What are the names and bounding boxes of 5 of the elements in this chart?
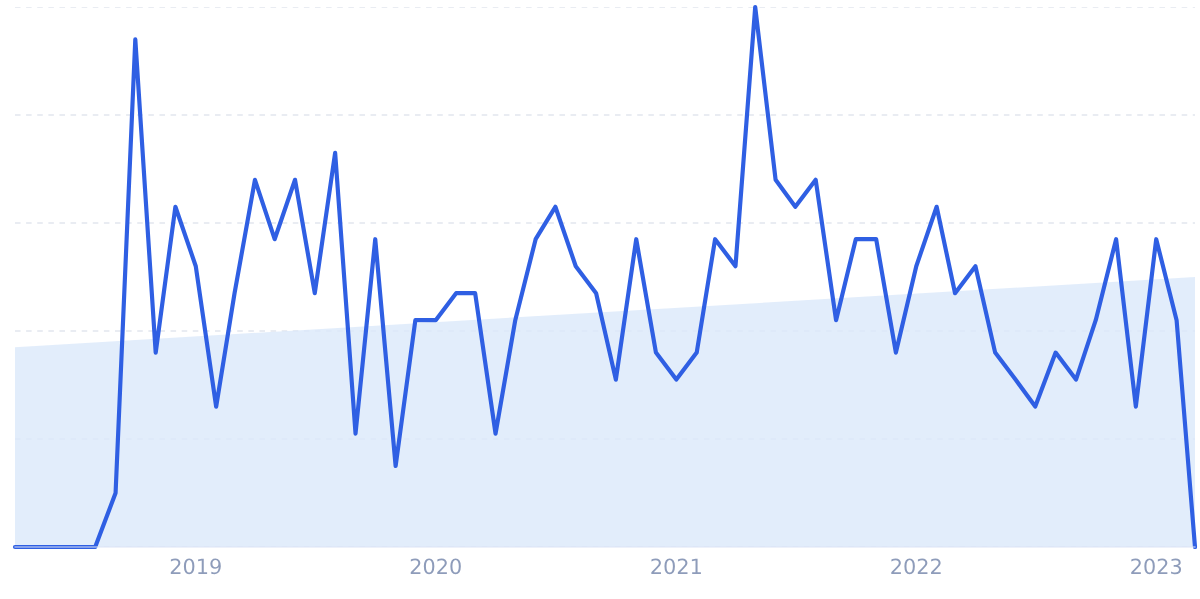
x-tick-label: 2019 [170,558,221,575]
x-tick-label: 2023 [1131,558,1182,575]
x-tick-label: 2022 [891,558,941,575]
x-tick-label: 2020 [410,558,461,575]
x-tick-label: 2021 [651,558,701,575]
